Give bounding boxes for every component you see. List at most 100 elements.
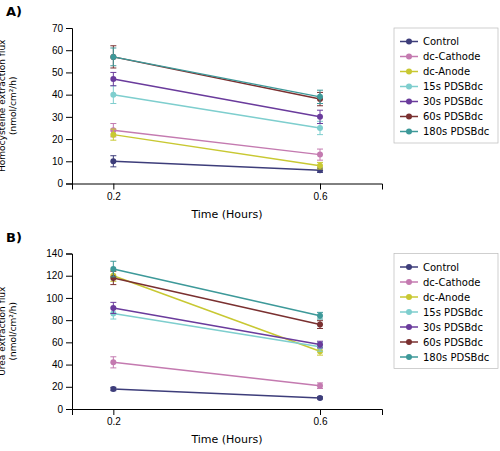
plot-area <box>110 261 323 401</box>
point <box>110 54 116 60</box>
error-bar <box>317 312 323 319</box>
point <box>110 92 116 98</box>
error-bar-cap <box>317 103 323 104</box>
legend-item: 60s PDSBdc <box>400 337 483 348</box>
error-bar <box>317 121 323 134</box>
y-axis-line <box>66 254 73 410</box>
point <box>317 163 323 169</box>
error-bar-cap <box>110 72 116 73</box>
point <box>317 322 323 328</box>
series-line <box>113 278 320 325</box>
series-line <box>113 362 320 385</box>
error-bar <box>317 342 323 351</box>
y-tick-mark <box>66 298 72 299</box>
x-axis-line <box>73 410 383 416</box>
x-tick: 0.2 <box>107 409 121 427</box>
point <box>110 386 116 392</box>
error-bar-cap <box>317 320 323 321</box>
y-tick: 40 <box>52 89 72 100</box>
error-bar <box>317 321 323 329</box>
error-bar <box>110 46 116 68</box>
y-tick: 60 <box>52 337 72 348</box>
series <box>110 48 323 104</box>
x-axis-title: Time (Hours) <box>190 433 262 446</box>
point <box>317 342 323 348</box>
error-bar-cap <box>110 313 116 314</box>
point <box>317 313 323 319</box>
y-tick-mark <box>66 387 72 388</box>
legend-swatch-marker <box>406 294 412 300</box>
y-axis: 010203040506070 <box>52 23 73 190</box>
x-tick: 0.6 <box>314 409 328 427</box>
y-axis-title-line: Homocysteine extraction flux <box>0 39 7 172</box>
error-bar-cap <box>110 129 116 130</box>
y-tick-mark <box>66 161 72 162</box>
point <box>317 152 323 158</box>
y-tick-label: 70 <box>52 23 64 34</box>
series-line <box>113 79 320 117</box>
legend-label: 15s PDSBdc <box>423 81 483 92</box>
point <box>317 383 323 389</box>
y-axis-title: Homocysteine extraction flux(nmol/cm²/h) <box>0 39 18 172</box>
legend-label: 30s PDSBdc <box>423 96 483 107</box>
legend: Controldc-Cathodedc-Anode15s PDSBdc30s P… <box>394 254 498 369</box>
error-bar-cap <box>110 103 116 104</box>
series-line <box>113 308 320 345</box>
point <box>110 76 116 82</box>
legend-swatch-marker <box>406 39 412 45</box>
y-tick-label: 50 <box>52 67 64 78</box>
legend: Controldc-Cathodedc-Anode15s PDSBdc30s P… <box>394 28 498 143</box>
error-bar <box>110 357 116 368</box>
x-axis-title: Time (Hours) <box>190 208 262 221</box>
legend-label: 60s PDSBdc <box>423 111 483 122</box>
error-bar-cap <box>317 105 323 106</box>
error-bar-cap <box>110 284 116 285</box>
error-bar-cap <box>110 319 116 320</box>
legend-item: 15s PDSBdc <box>400 307 483 318</box>
error-bar-cap <box>110 85 116 86</box>
x-tick-label: 0.6 <box>314 416 328 427</box>
error-bar <box>110 72 116 85</box>
error-bar-cap <box>317 123 323 124</box>
y-tick-mark <box>66 72 72 73</box>
legend-swatch-marker <box>406 354 412 360</box>
legend-label: dc-Cathode <box>423 51 480 62</box>
series-line <box>113 313 320 346</box>
y-tick: 40 <box>52 359 72 370</box>
y-tick: 70 <box>52 23 72 34</box>
point <box>110 132 116 138</box>
error-bar-cap <box>110 140 116 141</box>
legend-frame <box>394 28 498 143</box>
legend-swatch-marker <box>406 84 412 90</box>
legend-frame <box>394 254 498 369</box>
legend-label: 60s PDSBdc <box>423 337 483 348</box>
y-tick-mark <box>66 320 72 321</box>
legend-label: Control <box>423 36 459 47</box>
legend-item: 180s PDSBdc <box>400 352 489 363</box>
error-bar <box>317 110 323 123</box>
series <box>110 129 323 169</box>
error-bar <box>317 149 323 160</box>
y-axis: 020406080100120140 <box>46 248 72 415</box>
y-tick-mark <box>66 95 72 96</box>
error-bar-cap <box>110 45 116 46</box>
y-axis-title-line: (nmol/cm²/h) <box>8 302 18 361</box>
legend-swatch-marker <box>406 69 412 75</box>
legend-item: Control <box>400 262 459 273</box>
y-tick-label: 80 <box>52 315 64 326</box>
x-tick-label: 0.6 <box>314 191 328 202</box>
y-tick-label: 30 <box>52 112 64 123</box>
y-tick: 50 <box>52 67 72 78</box>
y-tick: 60 <box>52 45 72 56</box>
error-bar <box>317 162 323 169</box>
series <box>110 156 323 173</box>
legend-item: 30s PDSBdc <box>400 96 483 107</box>
panel-title: B) <box>6 230 22 245</box>
series-line <box>113 135 320 166</box>
y-tick-mark <box>66 254 72 255</box>
error-bar-cap <box>110 261 116 262</box>
error-bar-cap <box>110 166 116 167</box>
legend-swatch-marker <box>406 54 412 60</box>
panel: 0.20.6010203040506070Time (Hours)Homocys… <box>0 4 498 221</box>
plot-area <box>110 46 323 173</box>
